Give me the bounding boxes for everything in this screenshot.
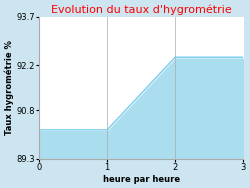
Title: Evolution du taux d'hygrométrie: Evolution du taux d'hygrométrie bbox=[51, 4, 232, 15]
Y-axis label: Taux hygrométrie %: Taux hygrométrie % bbox=[4, 40, 14, 135]
X-axis label: heure par heure: heure par heure bbox=[103, 175, 180, 184]
